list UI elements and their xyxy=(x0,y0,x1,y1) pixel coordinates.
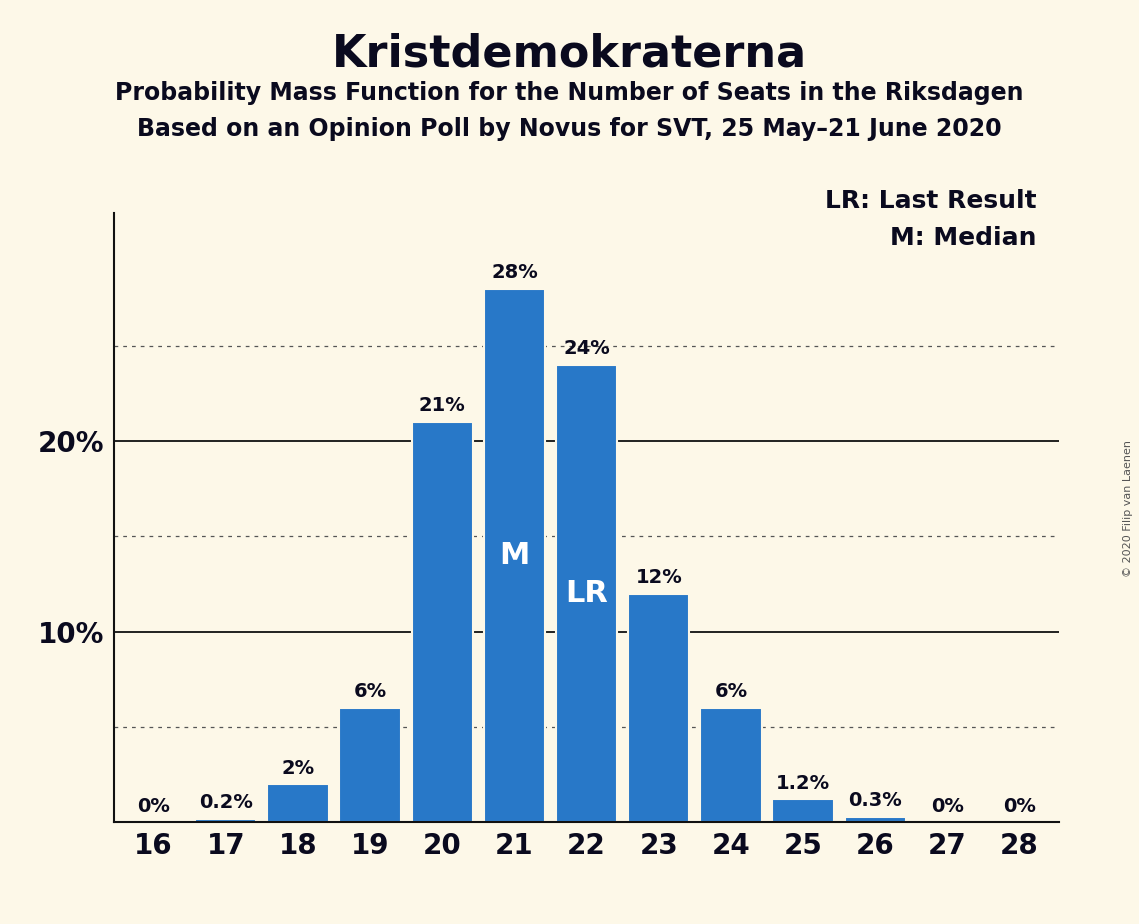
Text: 6%: 6% xyxy=(714,682,747,701)
Bar xyxy=(628,594,689,822)
Text: M: Median: M: Median xyxy=(890,226,1036,250)
Text: 6%: 6% xyxy=(353,682,386,701)
Text: Based on an Opinion Poll by Novus for SVT, 25 May–21 June 2020: Based on an Opinion Poll by Novus for SV… xyxy=(137,117,1002,141)
Text: Kristdemokraterna: Kristdemokraterna xyxy=(331,32,808,76)
Text: 1.2%: 1.2% xyxy=(776,773,830,793)
Bar xyxy=(484,288,546,822)
Text: 28%: 28% xyxy=(491,263,538,282)
Text: 2%: 2% xyxy=(281,759,314,778)
Text: 0.2%: 0.2% xyxy=(199,793,253,812)
Text: © 2020 Filip van Laenen: © 2020 Filip van Laenen xyxy=(1123,440,1133,577)
Text: LR: Last Result: LR: Last Result xyxy=(825,189,1036,213)
Text: 21%: 21% xyxy=(419,396,466,416)
Text: 24%: 24% xyxy=(563,339,611,359)
Text: M: M xyxy=(499,541,530,570)
Text: 0%: 0% xyxy=(137,796,170,816)
Bar xyxy=(411,422,473,822)
Text: 0%: 0% xyxy=(1003,796,1036,816)
Bar xyxy=(339,708,401,822)
Text: 0.3%: 0.3% xyxy=(849,791,902,810)
Bar xyxy=(195,819,256,822)
Bar xyxy=(772,799,834,822)
Bar xyxy=(700,708,762,822)
Text: 0%: 0% xyxy=(931,796,964,816)
Text: LR: LR xyxy=(565,579,608,608)
Bar xyxy=(268,784,328,822)
Text: Probability Mass Function for the Number of Seats in the Riksdagen: Probability Mass Function for the Number… xyxy=(115,81,1024,105)
Text: 12%: 12% xyxy=(636,568,682,587)
Bar xyxy=(845,817,906,822)
Bar xyxy=(556,365,617,822)
